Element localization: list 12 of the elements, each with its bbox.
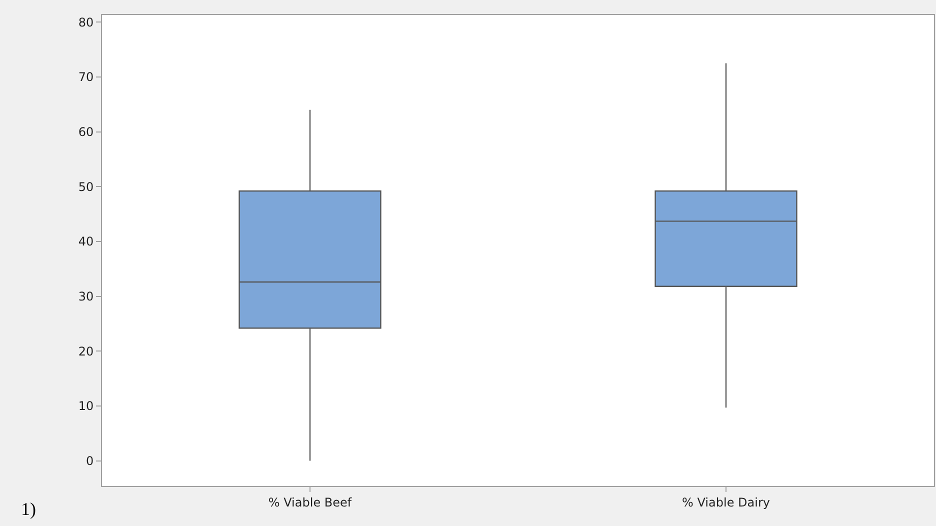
y-tick-label: 0 xyxy=(86,454,94,468)
y-tick-label: 20 xyxy=(78,344,94,358)
y-tick-label: 40 xyxy=(78,234,94,249)
text: 1) xyxy=(21,499,36,519)
y-tick-label: 30 xyxy=(78,289,94,304)
y-tick-label: 50 xyxy=(78,180,94,194)
x-tick-label: % Viable Beef xyxy=(268,495,352,510)
y-tick-label: 60 xyxy=(78,124,94,139)
x-tick-label: % Viable Dairy xyxy=(682,495,770,510)
y-tick-label: 10 xyxy=(78,399,94,414)
y-tick-label: 80 xyxy=(78,15,94,30)
y-tick-label: 70 xyxy=(78,70,94,84)
